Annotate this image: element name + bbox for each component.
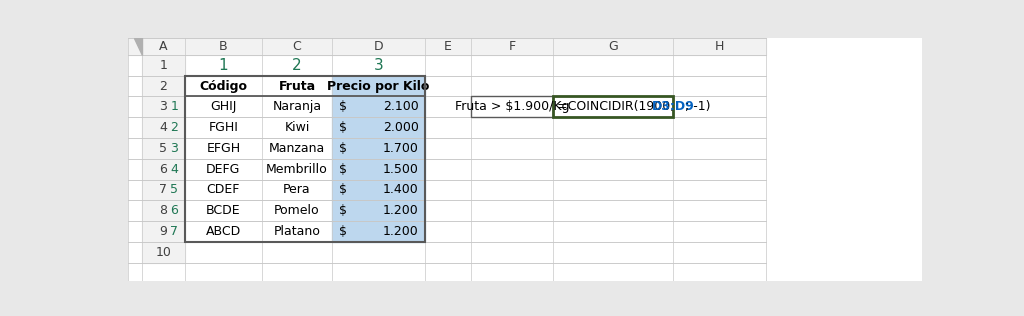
Text: $: $ — [339, 184, 347, 197]
Text: 2: 2 — [171, 121, 178, 134]
Bar — [332, 38, 425, 55]
Text: D3:D9: D3:D9 — [651, 100, 694, 113]
Text: 1.700: 1.700 — [383, 142, 419, 155]
Text: =COINCIDIR(1900;: =COINCIDIR(1900; — [557, 100, 679, 113]
Text: 1.200: 1.200 — [383, 225, 419, 238]
Polygon shape — [134, 38, 142, 55]
Text: CDEF: CDEF — [207, 184, 240, 197]
Bar — [332, 159, 425, 179]
Text: 1.400: 1.400 — [383, 184, 419, 197]
Text: $: $ — [339, 100, 347, 113]
Text: Pera: Pera — [284, 184, 310, 197]
Bar — [332, 221, 425, 242]
Text: 2.000: 2.000 — [383, 121, 419, 134]
Bar — [471, 38, 553, 55]
Text: 2: 2 — [292, 58, 302, 73]
Text: ; -1): ; -1) — [685, 100, 710, 113]
Text: 4: 4 — [171, 163, 178, 176]
Text: $: $ — [339, 121, 347, 134]
Text: Precio por Kilo: Precio por Kilo — [327, 80, 429, 93]
Bar — [142, 179, 184, 200]
Text: $: $ — [339, 142, 347, 155]
Text: 3: 3 — [160, 100, 167, 113]
Text: 1: 1 — [160, 59, 167, 72]
Text: Pomelo: Pomelo — [274, 204, 319, 217]
Text: E: E — [444, 40, 452, 53]
Text: Kiwi: Kiwi — [285, 121, 309, 134]
Text: Naranja: Naranja — [272, 100, 322, 113]
Text: 7: 7 — [170, 225, 178, 238]
Text: 1.200: 1.200 — [383, 204, 419, 217]
Text: BCDE: BCDE — [206, 204, 241, 217]
Bar — [142, 221, 184, 242]
Text: 3: 3 — [374, 58, 383, 73]
Text: Manzana: Manzana — [269, 142, 325, 155]
Bar — [128, 38, 142, 55]
Text: Código: Código — [200, 80, 248, 93]
Bar — [553, 96, 673, 117]
Bar — [184, 76, 425, 242]
Bar — [332, 138, 425, 159]
Text: 1: 1 — [218, 58, 228, 73]
Text: 5: 5 — [160, 142, 167, 155]
Text: 9: 9 — [160, 225, 167, 238]
Text: $: $ — [339, 163, 347, 176]
Text: $: $ — [339, 204, 347, 217]
Text: 4: 4 — [160, 121, 167, 134]
Text: ABCD: ABCD — [206, 225, 241, 238]
Text: F: F — [509, 40, 515, 53]
Text: A: A — [159, 40, 168, 53]
Text: $: $ — [339, 225, 347, 238]
Text: B: B — [219, 40, 227, 53]
Text: FGHI: FGHI — [209, 121, 239, 134]
Text: Membrillo: Membrillo — [266, 163, 328, 176]
Text: D: D — [374, 40, 383, 53]
Text: EFGH: EFGH — [206, 142, 241, 155]
Text: 6: 6 — [160, 163, 167, 176]
Text: 7: 7 — [160, 184, 167, 197]
Bar — [142, 38, 184, 55]
Text: G: G — [608, 40, 617, 53]
Bar — [142, 76, 184, 96]
Bar — [332, 200, 425, 221]
Text: DEFG: DEFG — [206, 163, 241, 176]
Bar — [142, 117, 184, 138]
Text: 2: 2 — [160, 80, 167, 93]
Bar — [332, 179, 425, 200]
Bar — [332, 96, 425, 117]
Bar — [142, 96, 184, 117]
Bar — [142, 242, 184, 263]
Bar — [142, 159, 184, 179]
Text: 2.100: 2.100 — [383, 100, 419, 113]
Bar — [142, 138, 184, 159]
Text: Platano: Platano — [273, 225, 321, 238]
Text: 1: 1 — [171, 100, 178, 113]
Text: Fruta: Fruta — [279, 80, 315, 93]
Bar — [184, 38, 262, 55]
Text: 6: 6 — [171, 204, 178, 217]
Bar — [471, 96, 553, 117]
Bar — [553, 38, 673, 55]
Text: 1.500: 1.500 — [383, 163, 419, 176]
Bar — [673, 38, 766, 55]
Bar — [332, 117, 425, 138]
Bar — [142, 55, 184, 76]
Bar — [425, 38, 471, 55]
Bar — [332, 76, 425, 96]
Bar — [262, 38, 332, 55]
Text: 3: 3 — [171, 142, 178, 155]
Text: Fruta > $1.900/Kg: Fruta > $1.900/Kg — [455, 100, 569, 113]
Text: 8: 8 — [160, 204, 167, 217]
Text: C: C — [293, 40, 301, 53]
Text: GHIJ: GHIJ — [210, 100, 237, 113]
Text: 5: 5 — [170, 184, 178, 197]
Bar — [142, 200, 184, 221]
Text: 10: 10 — [156, 246, 171, 259]
Text: H: H — [715, 40, 724, 53]
